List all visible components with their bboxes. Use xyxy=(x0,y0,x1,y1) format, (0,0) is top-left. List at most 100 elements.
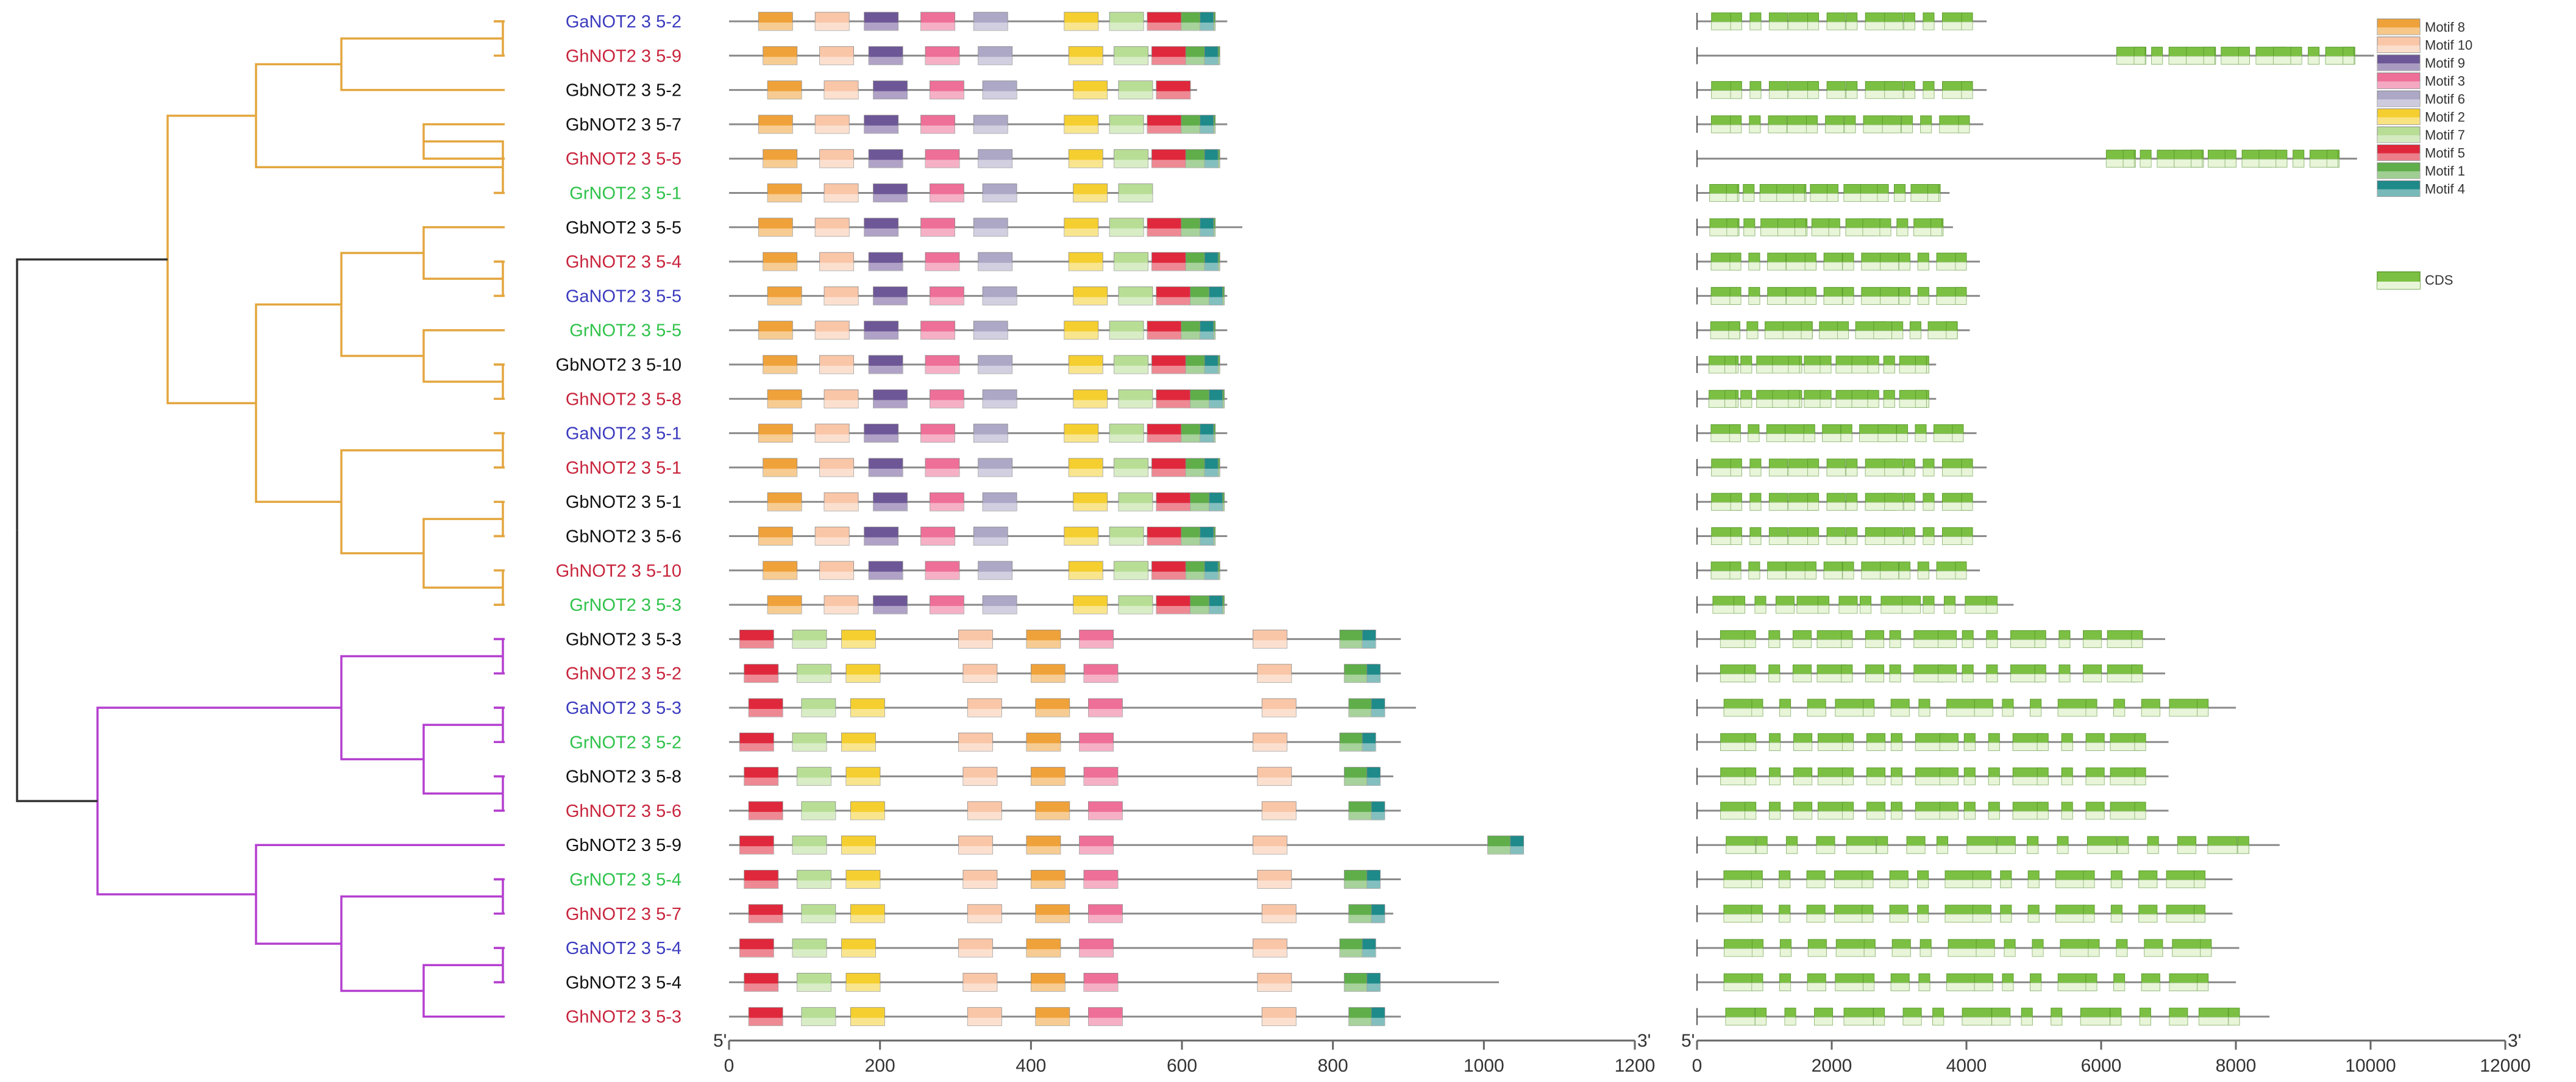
cds-exon-lower xyxy=(1795,227,1806,237)
motif-box xyxy=(824,492,859,511)
motif-box xyxy=(824,389,859,408)
motif-box-shine xyxy=(1204,263,1219,271)
motif-box-shine xyxy=(850,709,885,717)
cds-exon-lower xyxy=(1776,605,1795,614)
cds-exon-lower xyxy=(1880,571,1899,580)
tree-branch xyxy=(494,965,504,984)
motif-legend-swatch xyxy=(2377,126,2421,143)
cds-exon-lower xyxy=(1889,880,1909,888)
motif-box xyxy=(1088,904,1123,924)
cds-exon-lower xyxy=(1955,571,1967,580)
motif-legend-swatch-shine xyxy=(2377,99,2420,107)
cds-exon-lower xyxy=(1930,227,1943,237)
motif-box xyxy=(925,561,960,580)
motif-box xyxy=(748,698,783,717)
cds-exon-lower xyxy=(2037,777,2049,785)
tree-branch xyxy=(494,638,504,657)
cds-exon-lower xyxy=(2133,55,2146,65)
motif-box-shine xyxy=(819,468,854,477)
cds-exon-lower xyxy=(1806,124,1818,133)
motif-box-shine xyxy=(797,983,831,992)
motif-box-shine xyxy=(1073,194,1108,202)
tree-branch xyxy=(494,382,504,400)
motif-box xyxy=(824,80,859,100)
cds-exon-lower xyxy=(1923,502,1935,511)
motif-box-shine xyxy=(973,228,1008,237)
motif-box xyxy=(1064,12,1099,31)
gene-axis-right-label: 3' xyxy=(2508,1031,2521,1051)
cds-exon-lower xyxy=(1751,914,1763,923)
cds-exon-lower xyxy=(2058,674,2071,683)
gene-label: GrNOT2 3 5-2 xyxy=(569,733,681,752)
motif-box xyxy=(1147,527,1182,546)
motif-box-shine xyxy=(962,777,997,786)
motif-box xyxy=(814,321,850,340)
motif-box xyxy=(758,424,793,443)
cds-exon-lower xyxy=(1760,227,1780,237)
cds-exon-lower xyxy=(1746,330,1759,340)
tree-branch xyxy=(422,518,503,553)
motif-box xyxy=(978,252,1013,271)
motif-box-shine xyxy=(763,468,797,477)
motif-box-shine xyxy=(1156,297,1190,305)
motif-box xyxy=(841,630,876,649)
motif-box-shine xyxy=(758,331,793,340)
axis-tick-label: 2000 xyxy=(1812,1056,1852,1076)
motif-box xyxy=(868,561,903,580)
motif-box-shine xyxy=(758,125,793,133)
motif-legend-swatch-shine xyxy=(2377,27,2420,35)
cds-exon-lower xyxy=(1811,227,1831,237)
tree-branch xyxy=(422,123,494,142)
motif-box-shine xyxy=(864,537,898,546)
cds-exon-lower xyxy=(2116,948,2128,957)
motif-legend-label: Motif 1 xyxy=(2425,163,2465,179)
motif-box xyxy=(1156,80,1191,100)
motif-box-shine xyxy=(1114,160,1148,168)
motif-box xyxy=(1371,698,1386,717)
cds-exon-lower xyxy=(1846,502,1858,511)
cds-exon-lower xyxy=(1807,502,1819,511)
motif-box-shine xyxy=(797,674,831,683)
cds-exon-lower xyxy=(1973,880,1991,888)
cds-exon-lower xyxy=(1816,845,1835,854)
motif-box-shine xyxy=(983,297,1017,305)
cds-exon-lower xyxy=(1818,605,1829,614)
cds-exon-lower xyxy=(2273,55,2292,65)
motif-box-shine xyxy=(1026,743,1061,752)
cds-exon-lower xyxy=(1807,708,1826,717)
cds-exon-lower xyxy=(1769,21,1788,30)
motif-panel xyxy=(729,12,1525,1027)
motif-box-shine xyxy=(930,297,964,305)
motif-box xyxy=(1366,767,1381,786)
cds-exon-lower xyxy=(1769,90,1788,99)
motif-box-shine xyxy=(864,23,898,30)
motif-box-shine xyxy=(767,606,802,614)
motif-box xyxy=(1204,458,1219,477)
motif-box-shine xyxy=(763,263,797,271)
motif-box-shine xyxy=(1262,914,1297,923)
motif-box xyxy=(758,321,793,340)
cds-exon-lower xyxy=(2060,948,2090,957)
motif-axis-left-label: 5' xyxy=(713,1031,727,1051)
motif-box xyxy=(1366,973,1381,992)
cds-exon-lower xyxy=(1835,948,1866,957)
motif-box xyxy=(1147,424,1182,443)
motif-legend-swatch xyxy=(2377,37,2421,53)
motif-box xyxy=(814,115,850,134)
motif-box-shine xyxy=(744,674,778,683)
motif-box-shine xyxy=(978,160,1012,168)
motif-box-shine xyxy=(824,91,859,99)
motif-box xyxy=(845,767,881,786)
cds-exon-lower xyxy=(1740,365,1752,374)
motif-box xyxy=(920,218,955,237)
motif-box-shine xyxy=(864,331,898,340)
motif-box-shine xyxy=(792,640,827,649)
cds-exon-lower xyxy=(1768,674,1781,683)
motif-box xyxy=(824,183,859,202)
cds-exon-lower xyxy=(1996,845,2016,854)
cds-exon-lower xyxy=(1889,914,1909,923)
tree-branch xyxy=(494,793,504,812)
cds-exon-lower xyxy=(1793,639,1812,648)
motif-box xyxy=(873,80,908,100)
gene-label: GbNOT2 3 5-8 xyxy=(566,767,681,787)
